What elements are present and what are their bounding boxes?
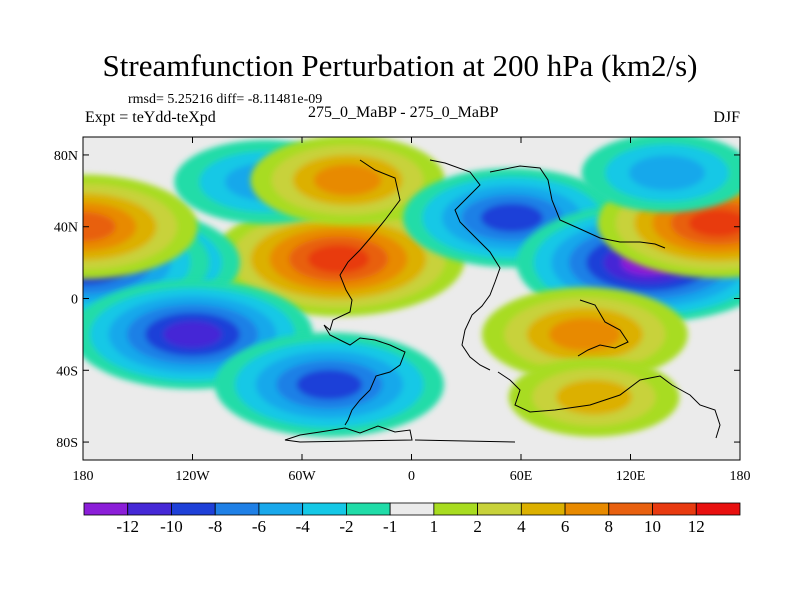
season-label: DJF bbox=[713, 109, 740, 126]
colorbar-swatch bbox=[477, 502, 522, 516]
y-tick-label: 40S bbox=[56, 364, 78, 379]
contour-band bbox=[296, 369, 363, 400]
x-axis: 180 120W 60W 0 60E 120E 180 bbox=[73, 137, 751, 484]
colorbar-swatch bbox=[520, 502, 566, 516]
colorbar-label: -8 bbox=[208, 517, 222, 536]
colorbar-swatch bbox=[171, 502, 216, 516]
contour-band bbox=[83, 211, 116, 242]
colorbar-swatch bbox=[258, 502, 304, 516]
contour-band bbox=[629, 155, 705, 191]
colorbar-swatch bbox=[302, 502, 347, 516]
field-feature bbox=[214, 332, 444, 437]
colorbar-label: 1 bbox=[430, 517, 439, 536]
y-tick-label: 80S bbox=[56, 436, 78, 451]
colorbar-swatch bbox=[608, 502, 653, 516]
y-tick-label: 40N bbox=[54, 221, 78, 236]
colorbar-swatch bbox=[433, 502, 479, 516]
coastlines bbox=[284, 159, 721, 443]
y-axis: 80N 40N 0 40S 80S bbox=[54, 149, 740, 451]
y-tick-label: 80N bbox=[54, 149, 78, 164]
colorbar-label: 2 bbox=[473, 517, 482, 536]
coastline-antarctica-east bbox=[414, 439, 516, 443]
field-feature bbox=[250, 137, 445, 225]
colorbar-label: -10 bbox=[160, 517, 183, 536]
coastline-eurasia bbox=[489, 165, 666, 249]
colorbar-label: -6 bbox=[252, 517, 266, 536]
colorbar-label: 12 bbox=[688, 517, 705, 536]
experiment-label: Expt = teYdd-teXpd bbox=[85, 109, 216, 126]
field-feature bbox=[508, 357, 680, 437]
colorbar-label: 6 bbox=[561, 517, 570, 536]
colorbar-label: -1 bbox=[383, 517, 397, 536]
colorbar-swatch bbox=[389, 502, 435, 516]
colorbar-swatch bbox=[564, 502, 610, 516]
colorbar-label: 8 bbox=[605, 517, 614, 536]
colorbar-label: -4 bbox=[296, 517, 311, 536]
colorbar-label: 10 bbox=[644, 517, 661, 536]
colorbar-swatch bbox=[127, 502, 172, 516]
contour-band bbox=[307, 245, 370, 273]
chart-title: Streamfunction Perturbation at 200 hPa (… bbox=[102, 48, 698, 83]
y-tick-label: 0 bbox=[71, 293, 78, 308]
x-tick-label: 180 bbox=[73, 469, 94, 484]
colorbar: -12 -10 -8 -6 -4 -2 -1 1 2 4 6 8 10 12 bbox=[83, 502, 741, 536]
colorbar-swatch bbox=[652, 502, 697, 516]
colorbar-swatch bbox=[214, 502, 260, 516]
x-tick-label: 60W bbox=[288, 469, 316, 484]
field-feature bbox=[212, 201, 465, 317]
map-area bbox=[83, 137, 740, 460]
x-tick-label: 0 bbox=[408, 469, 415, 484]
x-tick-label: 180 bbox=[730, 469, 751, 484]
contour-band bbox=[688, 209, 740, 237]
colorbar-label: 4 bbox=[517, 517, 526, 536]
coastline-americas bbox=[323, 159, 406, 426]
x-tick-label: 120E bbox=[616, 469, 646, 484]
stats-line: rmsd= 5.25216 diff= -8.11481e-09 bbox=[128, 92, 323, 107]
contour-band bbox=[163, 321, 222, 348]
coastline-antarctica bbox=[284, 425, 413, 443]
coastline-africa-west bbox=[429, 159, 501, 371]
field-feature bbox=[83, 174, 198, 279]
colorbar-swatch bbox=[695, 502, 741, 516]
contour-band bbox=[556, 379, 632, 415]
contour-band bbox=[549, 318, 621, 351]
case-id-label: 275_0_MaBP - 275_0_MaBP bbox=[308, 104, 499, 121]
colorbar-label: -2 bbox=[339, 517, 353, 536]
colorbar-label: -12 bbox=[116, 517, 139, 536]
colorbar-swatch bbox=[345, 502, 391, 516]
x-tick-label: 60E bbox=[510, 469, 533, 484]
contour-field bbox=[83, 137, 740, 437]
coastline-maritime bbox=[577, 299, 629, 357]
colorbar-swatch bbox=[83, 502, 129, 516]
contour-band bbox=[313, 164, 382, 196]
contour-band bbox=[480, 203, 543, 232]
x-tick-label: 120W bbox=[175, 469, 210, 484]
coastline-australia bbox=[497, 371, 721, 439]
field-feature bbox=[581, 137, 740, 213]
